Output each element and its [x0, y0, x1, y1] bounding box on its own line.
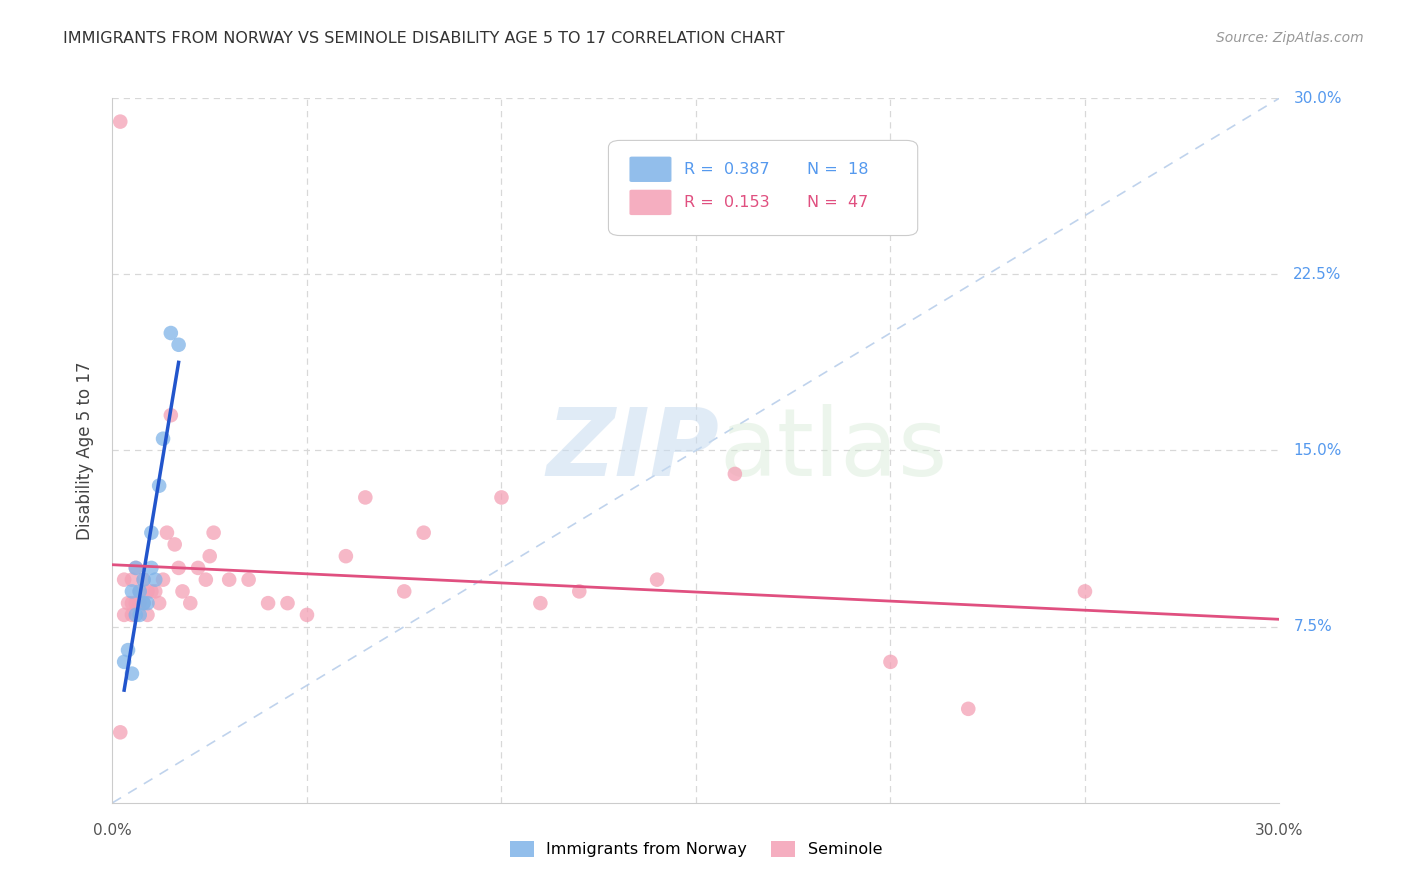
- Point: [141, 584, 163, 599]
- Point: [121, 584, 143, 599]
- Point: [117, 596, 139, 610]
- Point: [143, 584, 166, 599]
- Point: [132, 573, 155, 587]
- Point: [202, 525, 225, 540]
- Point: [136, 607, 159, 622]
- Point: [187, 561, 209, 575]
- Point: [724, 467, 747, 481]
- FancyBboxPatch shape: [609, 140, 918, 235]
- Point: [491, 491, 513, 505]
- FancyBboxPatch shape: [630, 157, 672, 182]
- Point: [295, 607, 318, 622]
- Text: 30.0%: 30.0%: [1256, 822, 1303, 838]
- Point: [412, 525, 434, 540]
- Point: [194, 573, 217, 587]
- Text: 7.5%: 7.5%: [1294, 619, 1331, 634]
- Point: [132, 573, 155, 587]
- Text: IMMIGRANTS FROM NORWAY VS SEMINOLE DISABILITY AGE 5 TO 17 CORRELATION CHART: IMMIGRANTS FROM NORWAY VS SEMINOLE DISAB…: [63, 31, 785, 46]
- Point: [121, 573, 143, 587]
- Text: ZIP: ZIP: [547, 404, 720, 497]
- Point: [156, 525, 179, 540]
- Point: [529, 596, 551, 610]
- Point: [160, 326, 183, 340]
- Point: [276, 596, 298, 610]
- Point: [132, 596, 155, 610]
- Point: [879, 655, 901, 669]
- Point: [112, 655, 135, 669]
- Point: [163, 537, 186, 551]
- Point: [354, 491, 377, 505]
- Point: [257, 596, 280, 610]
- Text: 15.0%: 15.0%: [1294, 443, 1341, 458]
- Point: [128, 607, 150, 622]
- Point: [198, 549, 221, 564]
- Point: [394, 584, 416, 599]
- Point: [110, 725, 132, 739]
- Legend: Immigrants from Norway, Seminole: Immigrants from Norway, Seminole: [502, 833, 890, 865]
- Point: [148, 478, 170, 492]
- Text: 30.0%: 30.0%: [1294, 91, 1341, 105]
- Point: [957, 702, 980, 716]
- Point: [112, 573, 135, 587]
- Point: [1074, 584, 1097, 599]
- Point: [143, 573, 166, 587]
- Point: [121, 607, 143, 622]
- Point: [148, 596, 170, 610]
- Point: [117, 643, 139, 657]
- Point: [335, 549, 357, 564]
- Point: [167, 561, 190, 575]
- Point: [238, 573, 260, 587]
- Point: [179, 596, 201, 610]
- Point: [121, 666, 143, 681]
- Point: [141, 525, 163, 540]
- Point: [136, 596, 159, 610]
- Point: [125, 561, 148, 575]
- Text: N =  18: N = 18: [807, 161, 869, 177]
- Text: N =  47: N = 47: [807, 195, 868, 210]
- Text: R =  0.387: R = 0.387: [685, 161, 770, 177]
- Y-axis label: Disability Age 5 to 17: Disability Age 5 to 17: [76, 361, 94, 540]
- Text: R =  0.153: R = 0.153: [685, 195, 770, 210]
- Point: [110, 114, 132, 128]
- Point: [568, 584, 591, 599]
- Point: [172, 584, 194, 599]
- Text: Source: ZipAtlas.com: Source: ZipAtlas.com: [1216, 31, 1364, 45]
- Point: [132, 596, 155, 610]
- Point: [125, 607, 148, 622]
- Point: [136, 584, 159, 599]
- Point: [128, 584, 150, 599]
- Point: [125, 596, 148, 610]
- Text: 0.0%: 0.0%: [93, 822, 132, 838]
- Point: [152, 573, 174, 587]
- Point: [141, 561, 163, 575]
- Point: [160, 408, 183, 422]
- Text: 22.5%: 22.5%: [1294, 267, 1341, 282]
- Point: [128, 584, 150, 599]
- FancyBboxPatch shape: [630, 190, 672, 215]
- Point: [128, 596, 150, 610]
- Point: [125, 561, 148, 575]
- Point: [121, 596, 143, 610]
- Point: [218, 573, 240, 587]
- Point: [167, 337, 190, 351]
- Text: atlas: atlas: [720, 404, 948, 497]
- Point: [112, 607, 135, 622]
- Point: [152, 432, 174, 446]
- Point: [645, 573, 668, 587]
